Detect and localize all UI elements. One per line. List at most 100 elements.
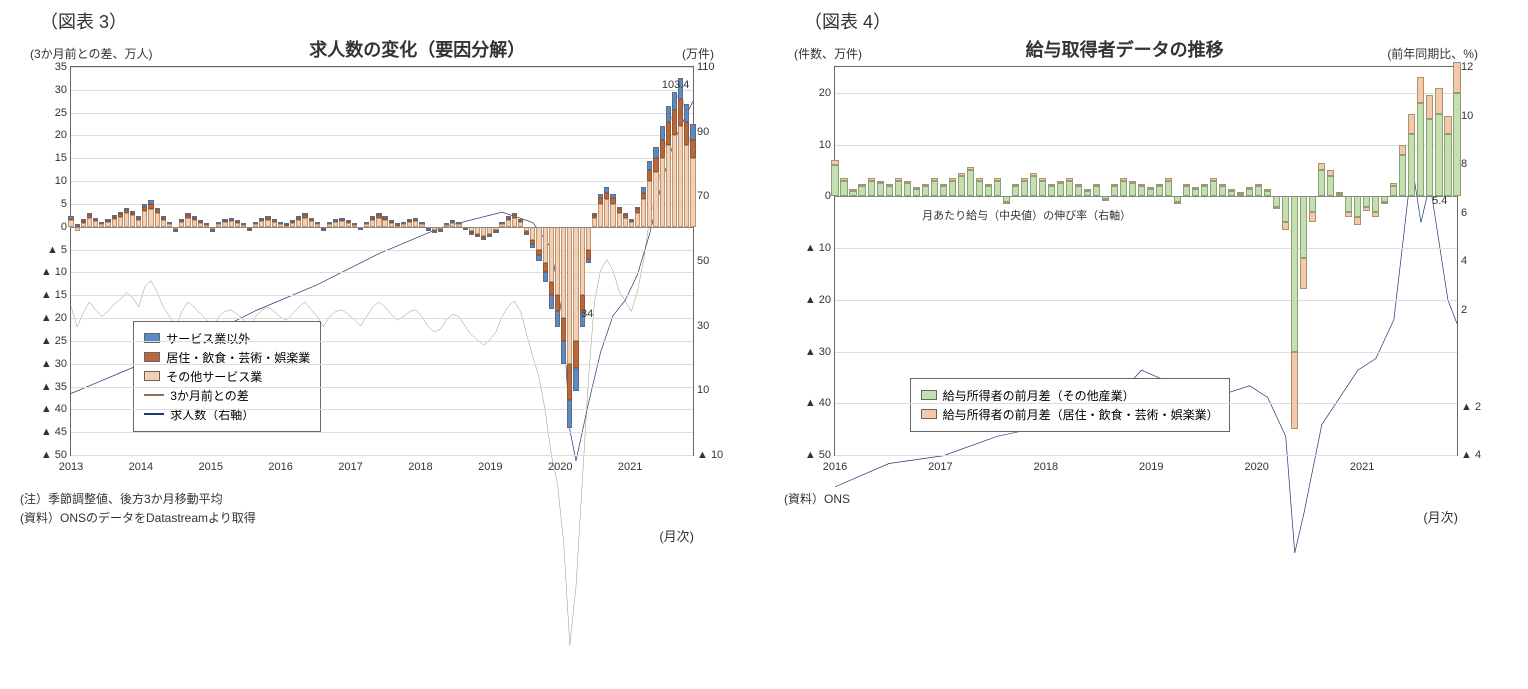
- chart3-bar-seg: [610, 198, 615, 203]
- chart3-bar-seg: [475, 227, 480, 234]
- chart3-bar-seg: [623, 215, 628, 217]
- chart4-bar-seg: [1111, 186, 1118, 196]
- chart4-bar-seg: [858, 184, 865, 186]
- chart3-ytick-left: ▲ 35: [29, 381, 67, 393]
- chart3-bar-seg: [192, 220, 197, 227]
- chart4-ytick-left: ▲ 40: [793, 397, 831, 409]
- chart3-bar-seg: [290, 220, 295, 222]
- chart3-bar-seg: [487, 235, 492, 237]
- chart4-bar-seg: [1453, 93, 1460, 196]
- chart3-bar-seg: [253, 222, 258, 224]
- legend-label: サービス業以外: [166, 330, 250, 347]
- chart4-bar-seg: [868, 178, 875, 181]
- chart3-bar-seg: [647, 181, 652, 227]
- chart4-bar-seg: [1138, 184, 1145, 186]
- chart4-bar-seg: [1219, 184, 1226, 186]
- chart3-bar-seg: [469, 233, 474, 235]
- chart4-xtick: 2020: [1244, 461, 1268, 473]
- chart4-ytick-left: 0: [793, 190, 831, 202]
- legend-label: 求人数（右軸）: [170, 406, 254, 423]
- chart3-bar-seg: [265, 218, 270, 220]
- chart4-plot: 月あたり給与（中央値）の伸び率（右軸） 給与所得者の前月差（その他産業）給与所得…: [834, 66, 1458, 456]
- chart3-bar-seg: [506, 218, 511, 220]
- chart3-ytick-left: ▲ 10: [29, 266, 67, 278]
- chart4-bar-seg: [967, 167, 974, 171]
- chart4-xtick: 2017: [928, 461, 952, 473]
- chart3-bar-seg: [604, 193, 609, 200]
- chart4-bar-seg: [1093, 184, 1100, 186]
- chart4-bar-seg: [1165, 178, 1172, 181]
- chart4-bar-seg: [1237, 192, 1244, 194]
- chart4-bar-seg: [1444, 116, 1451, 134]
- chart3-bar-seg: [598, 194, 603, 199]
- chart4-bar-seg: [1291, 352, 1298, 430]
- chart3-bar-seg: [586, 227, 591, 250]
- chart3-bar-seg: [543, 227, 548, 264]
- chart4-bar-seg: [1129, 181, 1136, 184]
- chart3-bar-seg: [567, 227, 572, 364]
- chart4-ytick-right: 6: [1461, 207, 1499, 219]
- chart3-bar-seg: [185, 215, 190, 217]
- legend-marker: [144, 413, 164, 415]
- chart4-bar-seg: [1057, 183, 1064, 196]
- chart3-bar-seg: [573, 341, 578, 368]
- legend-label: 3か月前との差: [170, 387, 249, 404]
- chart3-bar-seg: [148, 204, 153, 209]
- chart4-bar-seg: [931, 181, 938, 197]
- chart3-bar-seg: [401, 222, 406, 224]
- chart3-bar-seg: [142, 204, 147, 207]
- chart3-bar-seg: [155, 213, 160, 227]
- chart3-ytick-left: 15: [29, 152, 67, 164]
- chart3-bar-seg: [684, 104, 689, 122]
- chart4-inline-label: 月あたり給与（中央値）の伸び率（右軸）: [922, 207, 1131, 223]
- chart4-bar-seg: [913, 189, 920, 197]
- chart3-bar-seg: [93, 218, 98, 220]
- chart3-bar-seg: [302, 218, 307, 227]
- chart3-bar-seg: [426, 229, 431, 231]
- legend-marker: [144, 371, 160, 381]
- chart4-bar-seg: [1192, 189, 1199, 197]
- chart4-bar-seg: [913, 187, 920, 189]
- chart3-bar-seg: [296, 220, 301, 227]
- chart4-bar-seg: [1327, 176, 1334, 197]
- chart4-bar-seg: [1201, 184, 1208, 186]
- chart3-bar-seg: [561, 227, 566, 318]
- chart3-bar-seg: [438, 230, 443, 232]
- chart3-bar-seg: [155, 208, 160, 210]
- legend-marker: [921, 390, 937, 400]
- chart4-bar-seg: [1300, 258, 1307, 289]
- chart4-bar-seg: [1390, 186, 1397, 196]
- chart3-bar-seg: [678, 99, 683, 126]
- chart4-bar-seg: [1201, 186, 1208, 196]
- chart4-bar-seg: [1408, 114, 1415, 135]
- chart4-bar-seg: [1003, 202, 1010, 204]
- chart4-bar-seg: [1354, 217, 1361, 225]
- chart3-annotation: 103.4: [662, 79, 690, 91]
- chart4-bar-seg: [1039, 181, 1046, 197]
- chart4-bar-seg: [976, 178, 983, 181]
- chart3-bar-seg: [653, 158, 658, 172]
- chart3-xtick: 2019: [478, 461, 502, 473]
- chart3-legend-row: サービス業以外: [144, 330, 310, 347]
- chart3-xtick: 2014: [129, 461, 153, 473]
- chart3-bar-seg: [678, 126, 683, 226]
- chart3-bar-seg: [216, 222, 221, 224]
- chart3-bar-seg: [327, 222, 332, 224]
- chart3-bar-seg: [592, 215, 597, 217]
- chart3-bar-seg: [389, 220, 394, 222]
- chart3-bar-seg: [99, 222, 104, 224]
- chart4-bar-seg: [1012, 186, 1019, 196]
- chart4-bar-seg: [1345, 212, 1352, 217]
- chart3-bar-seg: [610, 194, 615, 199]
- legend-label: その他サービス業: [166, 368, 262, 385]
- chart3-bar-seg: [75, 224, 80, 226]
- chart3-bar-seg: [549, 227, 554, 282]
- chart3-bar-seg: [604, 187, 609, 192]
- chart3-bar-seg: [524, 233, 529, 235]
- chart3-bar-seg: [210, 230, 215, 232]
- chart4-bar-seg: [985, 184, 992, 186]
- chart4-bar-seg: [1021, 181, 1028, 197]
- chart3-ytick-left: 25: [29, 107, 67, 119]
- chart3-figure-label: （図表 3）: [20, 8, 744, 34]
- chart3-bar-seg: [339, 218, 344, 220]
